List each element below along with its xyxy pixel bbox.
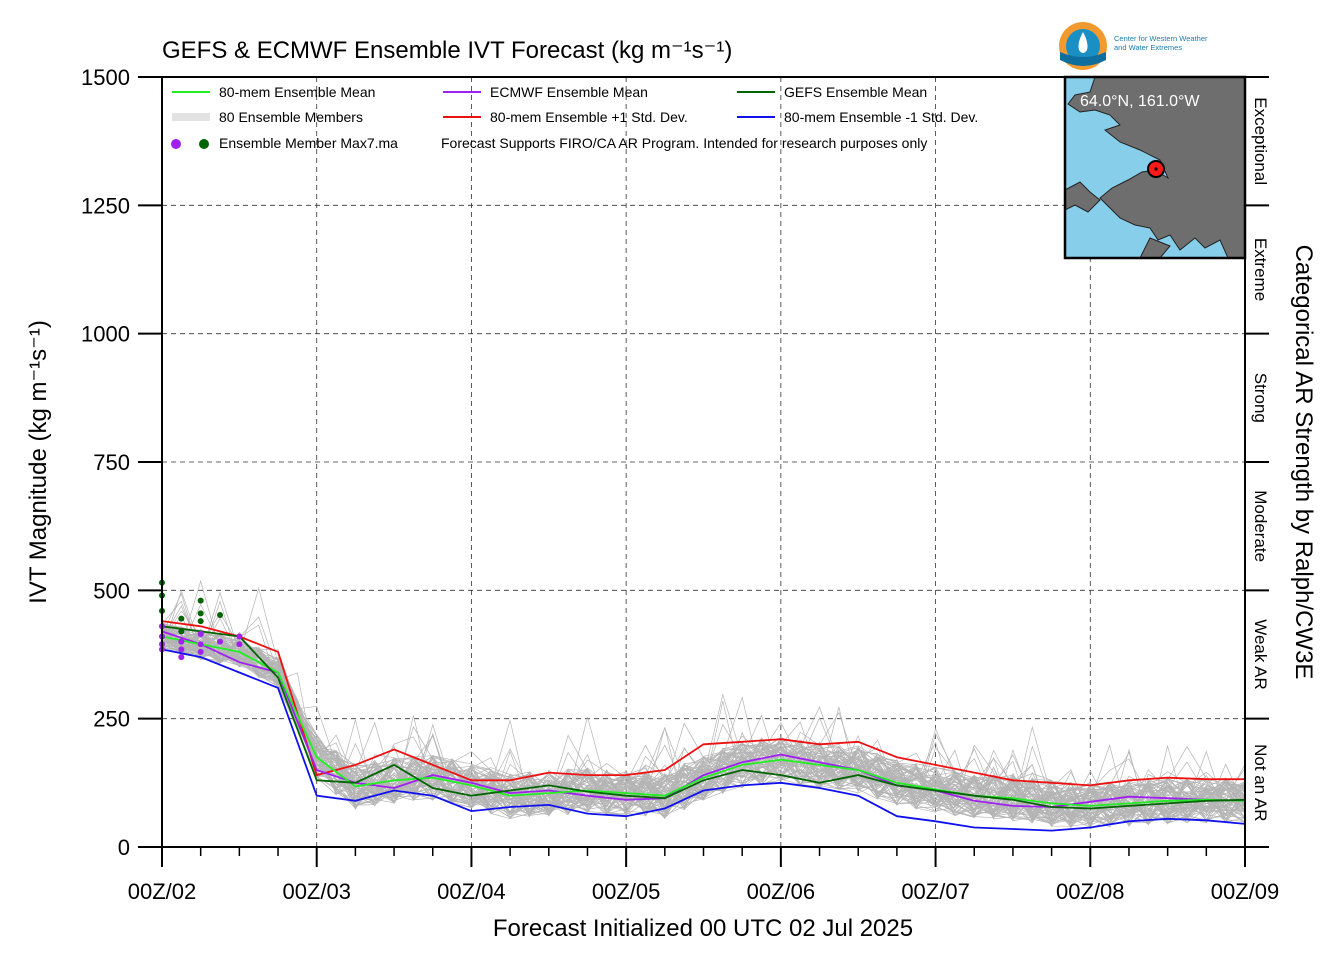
max-marker [217, 638, 224, 645]
max-marker [197, 618, 204, 625]
right-axis-label: Categorical AR Strength by Ralph/CW3E [1290, 245, 1317, 680]
series-line [161, 625, 1246, 810]
x-tick-label: 00Z/06 [747, 879, 816, 904]
max-marker [178, 638, 185, 645]
y-axis-label: IVT Magnitude (kg m⁻¹s⁻¹) [25, 320, 52, 604]
legend-marker-ecmwf [171, 139, 181, 149]
y-tick-label: 500 [93, 578, 130, 603]
category-label: Extreme [1251, 238, 1270, 301]
legend: 80-mem Ensemble Mean ECMWF Ensemble Mean… [171, 84, 978, 151]
max-marker [178, 615, 185, 622]
max-marker [197, 630, 204, 637]
legend-label-ecmwf: ECMWF Ensemble Mean [490, 84, 648, 100]
y-tick-label: 1000 [81, 322, 130, 347]
category-label: Moderate [1251, 490, 1270, 562]
ensemble-member-line [161, 633, 1246, 822]
category-label: Not an AR [1251, 744, 1270, 822]
ensemble-members [161, 579, 1246, 830]
grid [162, 77, 1245, 847]
cw3e-logo: Center for Western Weather and Water Ext… [1059, 22, 1208, 70]
max-marker [197, 641, 204, 648]
ensemble-member-line [161, 610, 1246, 821]
x-tick-label: 00Z/05 [592, 879, 661, 904]
ensemble-member-line [161, 624, 1246, 824]
y-tick-label: 250 [93, 707, 130, 732]
category-label: Exceptional [1251, 97, 1270, 185]
x-tick-label: 00Z/03 [282, 879, 351, 904]
max-marker [236, 633, 243, 640]
max-marker [217, 611, 224, 618]
max-marker [197, 648, 204, 655]
x-tick-label: 00Z/08 [1056, 879, 1125, 904]
y-tick-label: 1500 [81, 65, 130, 90]
legend-marker-gefs [199, 139, 209, 149]
y-tick-label: 0 [118, 835, 130, 860]
series-line [161, 630, 1246, 808]
legend-label-max: Ensemble Member Max7.ma [219, 135, 398, 151]
legend-label-gefs: GEFS Ensemble Mean [784, 84, 927, 100]
legend-label-plus-std: 80-mem Ensemble +1 Std. Dev. [490, 109, 688, 125]
location-inset-map: 64.0°N, 161.0°W [1063, 75, 1247, 260]
max-marker [178, 646, 185, 653]
max-marker [197, 610, 204, 617]
y-tick-label: 750 [93, 450, 130, 475]
ensemble-member-line [161, 624, 1246, 827]
x-tick-label: 00Z/02 [128, 879, 197, 904]
category-label: Weak AR [1251, 619, 1270, 690]
x-tick-label: 00Z/09 [1211, 879, 1280, 904]
max-marker [178, 654, 185, 661]
legend-label-mean: 80-mem Ensemble Mean [219, 84, 375, 100]
max-marker [197, 597, 204, 604]
series-line [161, 648, 1246, 832]
chart-title: GEFS & ECMWF Ensemble IVT Forecast (kg m… [162, 37, 732, 64]
series-line [161, 620, 1245, 787]
max-markers [159, 579, 243, 661]
legend-label-members: 80 Ensemble Members [219, 109, 363, 125]
ensemble-member-line [161, 627, 1246, 824]
x-tick-label: 00Z/07 [901, 879, 970, 904]
series-lines [161, 620, 1246, 832]
logo-text-line2: and Water Extremes [1114, 43, 1182, 52]
max-marker [178, 628, 185, 635]
ensemble-member-line [161, 639, 1246, 827]
y-tick-label: 1250 [81, 193, 130, 218]
ensemble-member-line [161, 630, 1246, 817]
research-note: Forecast Supports FIRO/CA AR Program. In… [441, 135, 927, 151]
ensemble-member-line [161, 624, 1246, 825]
legend-swatch-members [172, 113, 210, 121]
category-label: Strong [1251, 373, 1270, 423]
max-marker [236, 641, 243, 648]
inset-coordinates: 64.0°N, 161.0°W [1080, 93, 1200, 110]
series-line [161, 635, 1246, 807]
ensemble-member-line [161, 626, 1246, 825]
legend-label-minus-std: 80-mem Ensemble -1 Std. Dev. [784, 109, 978, 125]
logo-text-line1: Center for Western Weather [1114, 34, 1208, 43]
x-tick-label: 00Z/04 [437, 879, 506, 904]
x-axis-label: Forecast Initialized 00 UTC 02 Jul 2025 [493, 915, 913, 942]
ensemble-member-line [161, 632, 1246, 826]
